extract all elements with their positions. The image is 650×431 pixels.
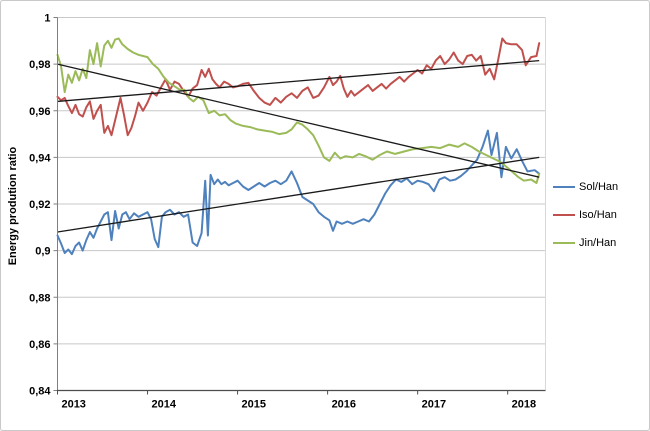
legend-line-iso-han (553, 214, 575, 216)
legend-line-sol-han (553, 186, 575, 188)
legend-label: Jin/Han (579, 237, 617, 249)
y-axis-title: Energy prodution ratio (7, 146, 19, 266)
trendline-jin-han (57, 63, 540, 178)
trendline-sol-han (57, 156, 540, 233)
x-tick-label: 2015 (242, 399, 266, 411)
x-tick-label: 2017 (422, 399, 446, 411)
y-tick-label: 0,88 (29, 292, 50, 304)
x-tick-label: 2016 (332, 399, 356, 411)
series-line-jin-han (56, 37, 541, 184)
y-tick-label: 1 (44, 13, 50, 25)
y-tick-label: 0,94 (29, 152, 51, 164)
legend: Sol/Han Iso/Han Jin/Han (553, 173, 618, 257)
series-line-iso-han (56, 37, 541, 137)
legend-label: Iso/Han (579, 209, 617, 221)
x-tick-label: 2014 (152, 399, 177, 411)
y-tick-label: 0,92 (29, 199, 50, 211)
legend-item-jin-han: Jin/Han (553, 229, 618, 257)
y-tick-label: 0,96 (29, 106, 50, 118)
x-tick-label: 2018 (512, 399, 536, 411)
trendline-iso-han (57, 59, 540, 103)
legend-item-sol-han: Sol/Han (553, 173, 618, 201)
y-tick-label: 0,84 (29, 386, 51, 398)
y-tick-label: 0,9 (35, 246, 50, 258)
x-tick-label: 2013 (61, 399, 85, 411)
legend-label: Sol/Han (579, 181, 619, 193)
y-tick-label: 0,98 (29, 59, 50, 71)
legend-line-jin-han (553, 242, 575, 244)
y-tick-label: 0,86 (29, 339, 50, 351)
legend-item-iso-han: Iso/Han (553, 201, 618, 229)
series-line-sol-han (56, 129, 541, 256)
